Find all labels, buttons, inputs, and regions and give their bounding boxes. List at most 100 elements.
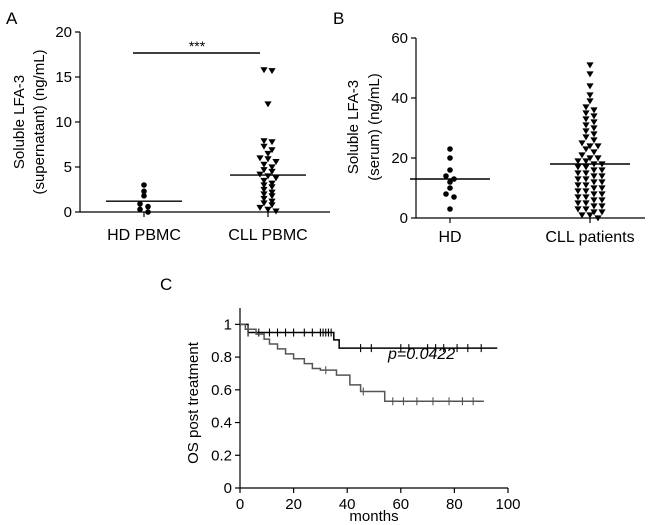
panel-a-cat-label-hd: HD PBMC [107,227,181,244]
panel-a-ylabel-line2: (supernatant) (ng/mL) [31,49,48,194]
panel-a-point [260,186,268,193]
panel-c-y-tick-label: 1 [224,316,232,333]
panel-c-y-tick-label: 0.8 [211,349,232,366]
panel-b-point [590,125,598,132]
panel-b-point [590,119,598,126]
panel-b-point [582,158,590,165]
panel-c-curve-upper [240,323,498,349]
panel-a-cat-label-cll: CLL PBMC [228,227,307,244]
panel-b-point [578,212,586,219]
panel-a-point [137,201,143,207]
panel-b-y-tick-label: 20 [391,150,408,167]
panel-a-point [260,67,268,74]
panel-a-point [145,203,151,210]
panel-b-point [574,200,582,207]
panel-b-point [582,182,590,189]
panel-b-point [582,164,590,171]
panel-b-point [590,167,598,174]
panel-b-point [582,170,590,177]
panel-c-y-tick-label: 0 [224,480,232,497]
panel-a-point [260,167,268,174]
panel-a-point [268,193,276,200]
panel-a-point [268,68,276,75]
panel-a-point [141,188,147,195]
panel-b-point [586,212,594,219]
panel-a-point [264,150,272,157]
panel-a-point [264,206,272,213]
panel-a-point [256,204,264,211]
panel-a-point [141,182,147,188]
panel-c-xlabel: months [349,508,398,525]
panel-b-point [586,62,594,69]
panel-a-point [260,138,268,145]
panel-a-y-tick-label: 10 [55,114,72,131]
panel-b-chart: Soluble LFA-3 (serum) (ng/mL) HD CLL pat… [345,30,645,246]
panel-b-y-tick-label: 0 [400,210,408,227]
panel-b-point [590,131,598,138]
panel-b-point [447,167,453,173]
panel-a-point [260,143,268,150]
panel-a-y-tick-label: 5 [64,159,72,176]
panel-b-point [582,194,590,201]
panel-c-y-tick-label: 0.4 [211,415,232,432]
panel-b-point [447,146,453,152]
panel-b-point [590,173,598,180]
panel-c-letter: C [160,275,172,294]
panel-b-point [598,185,606,192]
panel-b-point [598,167,606,174]
panel-a-point [141,193,147,199]
panel-b-point [586,92,594,99]
panel-b-point [590,149,598,156]
panel-b-point [574,206,582,213]
panel-c-y-tick-label: 0.6 [211,382,232,399]
panel-a-point [260,177,268,184]
panel-a-point [272,175,280,182]
panel-b-point [598,203,606,210]
panel-a-point [264,101,272,108]
panel-b-point [447,179,453,185]
panel-c-chart: OS post treatment months p=0.0422 0 0.2 0.… [185,308,521,525]
panel-a-point [268,189,276,196]
panel-c-curve-lower [240,323,484,403]
panel-b-point [594,215,602,222]
panel-b-y-tick-label: 60 [391,30,408,47]
panel-b-ylabel-line2: (serum) (ng/mL) [366,73,383,181]
panel-b-point [598,197,606,204]
panel-b-point [590,197,598,204]
panel-a-letter: A [6,9,18,28]
panel-b-point [582,200,590,207]
panel-a-point [268,164,276,171]
panel-b-point [443,191,449,197]
panel-b-point [590,137,598,144]
panel-b-point [582,128,590,135]
panel-b-point [574,194,582,201]
panel-b-point [574,164,582,171]
panel-b-point [447,185,453,191]
panel-a-point [272,159,280,165]
panel-b-point [582,104,590,111]
panel-b-point [582,206,590,213]
panel-b-point [598,209,606,216]
panel-c-x-tick-label: 0 [236,496,244,513]
panel-a-point [268,180,276,187]
panel-a-point [268,198,276,205]
panel-a-point [264,156,272,163]
panel-b-point [574,188,582,195]
panel-a-point [260,200,268,207]
panel-a-point [268,168,276,175]
panel-a-point [145,209,151,215]
panel-b-point [594,143,602,150]
panel-b-point [598,179,606,186]
panel-a-point [260,191,268,198]
panel-b-point [590,209,598,216]
panel-a-y-tick-label: 0 [64,204,72,221]
panel-b-point [574,158,582,165]
panel-b-point [582,116,590,123]
panel-a-ylabel-line1: Soluble LFA-3 [11,75,28,169]
panel-a-point [272,208,280,215]
panel-b-point [582,146,590,153]
panel-b-point [582,122,590,129]
panel-b-point [582,110,590,117]
panel-b-letter: B [333,9,344,28]
